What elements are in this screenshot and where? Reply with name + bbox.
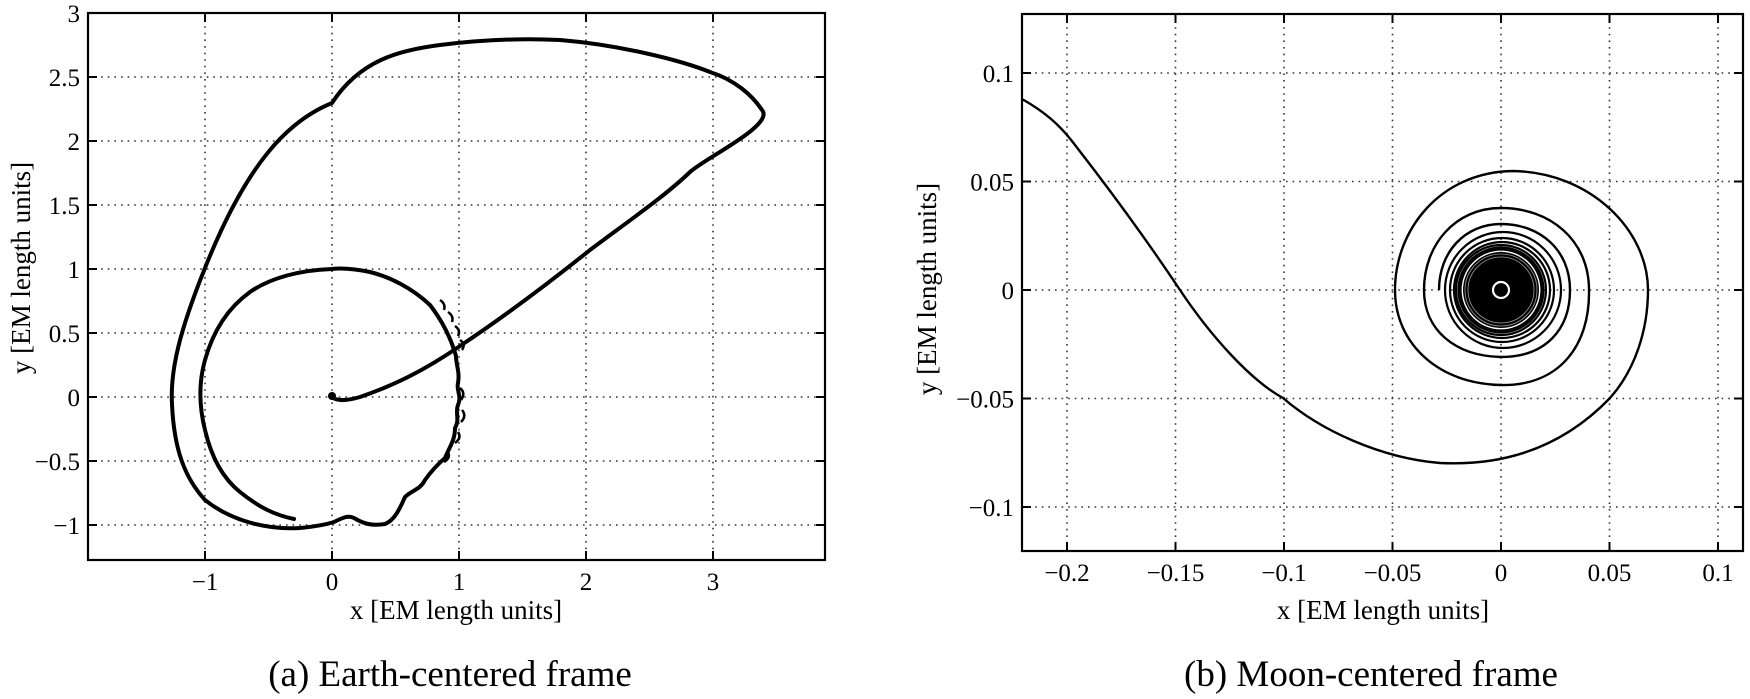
panel-b-y-tick-label: 0: [1002, 278, 1015, 305]
panel-b-x-tick-label: −0.15: [1147, 560, 1205, 587]
panel-a-origin-marker: [328, 392, 336, 400]
panel-a-y-axis-label: y [EM length units]: [6, 162, 36, 374]
panel-a-y-tick-label: 3: [68, 1, 81, 28]
moon-center-marker: [1491, 280, 1511, 300]
panel-a-y-tick-label: 2.5: [49, 65, 80, 92]
panel-b-y-tick-label: 0.1: [983, 61, 1014, 88]
panel-a-y-tick-label: −0.5: [35, 449, 80, 476]
panel-a-x-axis-label: x [EM length units]: [350, 595, 562, 625]
panel-a-y-tick-label: 0.5: [49, 321, 80, 348]
panel-a-x-tick-label: 2: [580, 569, 593, 596]
panel-b-x-tick-label: −0.05: [1364, 560, 1422, 587]
panel-a-earth-centered: −1 0 1 2 3 −1 −0.5 0 0.5 1 1.5 2 2.5 3 x [EM length u…: [6, 1, 827, 695]
panel-b-x-tick-label: −0.2: [1044, 560, 1089, 587]
panel-b-spiral-rings: [1443, 230, 1563, 350]
panel-a-tickmarks: [88, 12, 825, 560]
panel-a-y-tick-label: 1.5: [49, 193, 80, 220]
panel-a-y-tick-label: 2: [68, 129, 81, 156]
panel-a-trajectory-line: [169, 37, 766, 531]
panel-a-x-tick-label: 3: [707, 569, 720, 596]
panel-a-x-tick-label: −1: [192, 569, 219, 596]
panel-b-core-white-rings: [1464, 253, 1538, 327]
panel-a-x-tick-label: 0: [326, 569, 339, 596]
panel-b-dense-spiral-core: [1463, 252, 1539, 328]
panel-b-y-tick-label: 0.05: [970, 170, 1014, 197]
panel-b-moon-centered: −0.2 −0.15 −0.1 −0.05 0 0.05 0.1 −0.1 −0.05 0 0.05…: [912, 12, 1745, 695]
panel-b-y-axis-label: y [EM length units]: [912, 183, 942, 395]
panel-b-x-tick-label: 0.05: [1588, 560, 1632, 587]
panel-b-x-axis-label: x [EM length units]: [1277, 595, 1489, 625]
panel-a-y-tick-label: −1: [53, 513, 80, 540]
panel-b-axes-frame: [1020, 12, 1745, 553]
panel-b-grid: [1022, 14, 1743, 551]
panel-b-trajectory-line: [1022, 97, 1650, 465]
panel-b-caption: (b) Moon-centered frame: [1184, 654, 1558, 695]
panel-a-caption: (a) Earth-centered frame: [268, 654, 632, 695]
panel-b-y-tick-label: −0.1: [969, 495, 1014, 522]
panel-a-y-tick-label: 1: [68, 257, 81, 284]
panel-b-tickmarks: [1022, 14, 1743, 551]
panel-b-x-tick-label: −0.1: [1261, 560, 1306, 587]
panel-b-tick-labels: −0.2 −0.15 −0.1 −0.05 0 0.05 0.1 −0.1 −0.05 0 0.05…: [956, 61, 1733, 587]
panel-b-x-tick-label: 0: [1495, 560, 1508, 587]
panel-a-tick-labels: −1 0 1 2 3 −1 −0.5 0 0.5 1 1.5 2 2.5 3: [35, 1, 720, 596]
panel-b-x-tick-label: 0.1: [1702, 560, 1733, 587]
panel-a-axes-frame: [86, 11, 827, 562]
panel-a-scallop-detail: [439, 298, 466, 464]
panel-a-x-tick-label: 1: [453, 569, 466, 596]
panel-b-y-tick-label: −0.05: [956, 387, 1014, 414]
panel-a-y-tick-label: 0: [68, 385, 81, 412]
